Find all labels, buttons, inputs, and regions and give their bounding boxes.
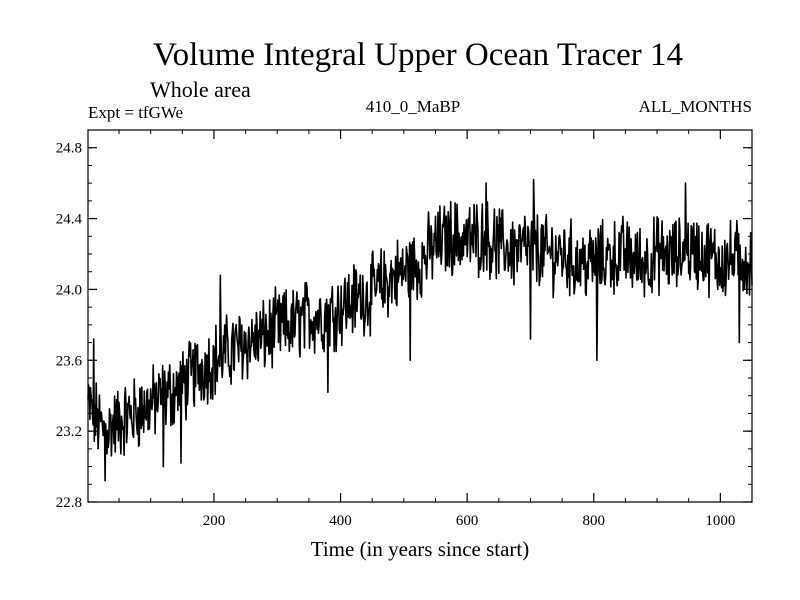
y-axis: 22.8 23.2 23.6 24.0 24.4 24.8 xyxy=(56,141,752,511)
x-axis: 200 400 600 800 1000 xyxy=(118,130,735,529)
experiment-label: Expt = tfGWe xyxy=(88,103,183,122)
x-tick-label: 400 xyxy=(329,513,352,529)
months-label: ALL_MONTHS xyxy=(639,97,752,116)
y-tick-label: 22.8 xyxy=(56,495,82,511)
plot-frame xyxy=(87,129,753,503)
y-tick-label: 24.4 xyxy=(56,212,83,228)
x-tick-label: 1000 xyxy=(705,513,735,529)
y-tick-label: 23.2 xyxy=(56,424,82,440)
x-axis-label: Time (in years since start) xyxy=(311,537,530,561)
chart-title: Volume Integral Upper Ocean Tracer 14 xyxy=(153,37,683,73)
x-tick-label: 800 xyxy=(583,513,606,529)
y-tick-label: 24.0 xyxy=(56,282,82,298)
y-tick-label: 24.8 xyxy=(56,141,82,157)
x-tick-label: 600 xyxy=(456,513,479,529)
series-line xyxy=(87,178,753,482)
x-tick-label: 200 xyxy=(203,513,226,529)
period-label: 410_0_MaBP xyxy=(366,97,460,116)
chart-subtitle: Whole area xyxy=(150,77,251,102)
y-tick-label: 23.6 xyxy=(56,353,83,369)
